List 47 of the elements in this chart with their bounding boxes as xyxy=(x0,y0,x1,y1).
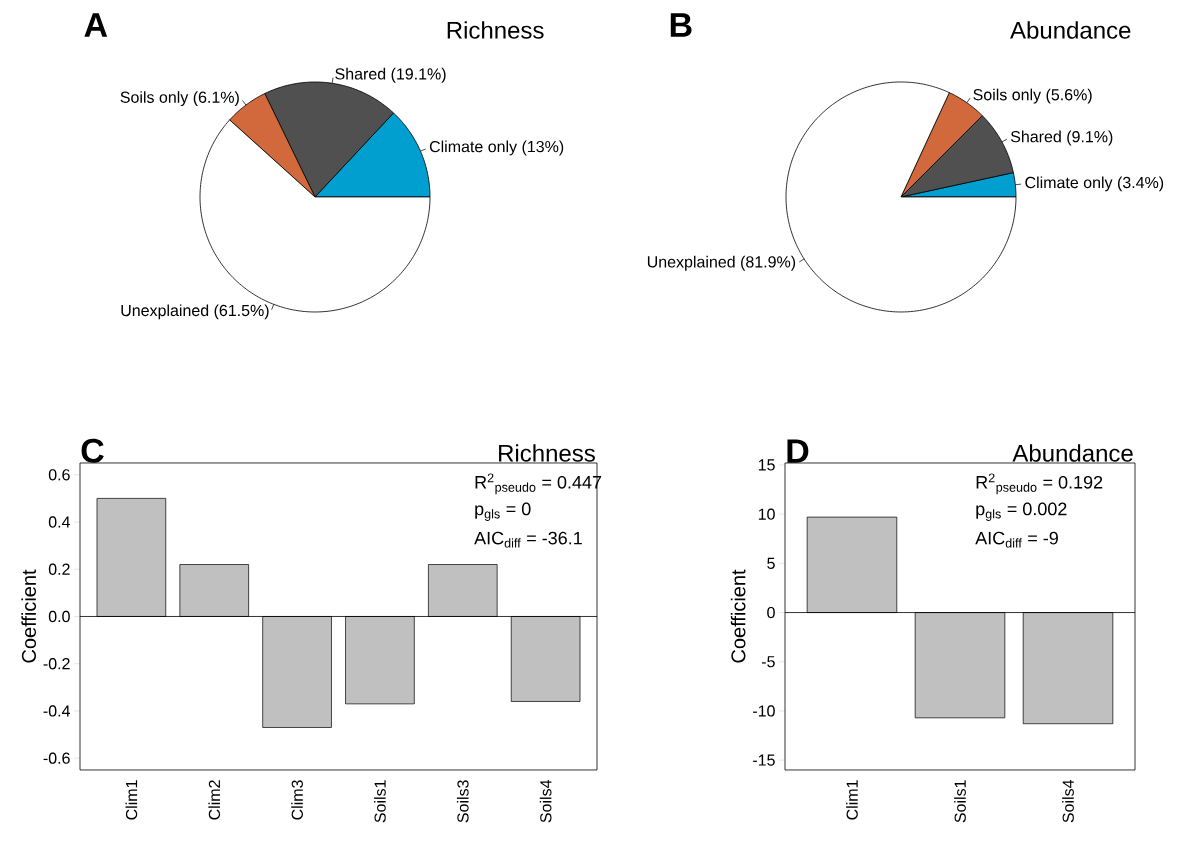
y-axis-title: Coefficient xyxy=(730,569,746,663)
slice-label: Unexplained (61.5%) xyxy=(121,304,269,320)
slice-label: Climate only (3.4%) xyxy=(1025,176,1164,192)
x-tick-label: Soils1 xyxy=(374,780,386,823)
y-tick-label: 15 xyxy=(758,459,775,471)
y-axis-title: Coefficient xyxy=(21,569,37,663)
y-tick-label: 5 xyxy=(767,557,775,569)
slice-label: Unexplained (81.9%) xyxy=(647,255,796,271)
text: C xyxy=(81,438,104,463)
x-tick-label: Soils4 xyxy=(1062,780,1074,823)
y-tick-label: -0.2 xyxy=(43,658,70,670)
chart-title: Abundance xyxy=(1012,444,1133,462)
chart-title: Richness xyxy=(447,21,544,39)
annotation: p$_{gls}$ = 0 xyxy=(475,502,531,521)
y-tick-label: -5 xyxy=(761,656,775,668)
x-tick-label: Clim2 xyxy=(208,780,221,820)
y-tick-label: 0 xyxy=(767,606,775,619)
x-tick-label: Soils4 xyxy=(539,780,552,823)
x-tick-label: Clim1 xyxy=(125,780,138,820)
y-tick-label: -15 xyxy=(753,754,775,766)
slice-label: Shared (9.1%) xyxy=(1010,130,1113,146)
y-tick-label: 0.2 xyxy=(48,563,70,575)
x-tick-label: Soils3 xyxy=(456,780,469,823)
slice-label: Climate only (13%) xyxy=(429,140,564,156)
annotation: p$_{gls}$ = 0.002 xyxy=(976,502,1067,521)
y-tick-label: -10 xyxy=(753,705,775,717)
annotation: R$^{2}$$_{pseudo}$ = 0.192 xyxy=(976,473,1103,495)
annotation: R$^{2}$$_{pseudo}$ = 0.447 xyxy=(475,473,602,495)
y-tick-label: 10 xyxy=(758,508,775,520)
slice-label: Shared (19.1%) xyxy=(335,67,446,83)
chart-title: Abundance xyxy=(1010,21,1131,39)
y-tick-label: 0.0 xyxy=(48,610,70,623)
text: B xyxy=(670,13,692,37)
annotation: AIC$_{diff}$ = -36.1 xyxy=(474,531,582,548)
chart-title: Richness xyxy=(499,444,595,462)
x-tick-label: Clim1 xyxy=(846,780,858,820)
annotation: AIC$_{diff}$ = -9 xyxy=(975,531,1058,548)
slice-label: Soils only (6.1%) xyxy=(120,91,239,107)
y-tick-label: 0.4 xyxy=(48,516,70,528)
y-tick-label: -0.6 xyxy=(43,752,70,764)
y-tick-label: -0.4 xyxy=(43,705,70,717)
text: D xyxy=(787,439,809,463)
x-tick-label: Clim3 xyxy=(291,780,303,820)
slice-label: Soils only (5.6%) xyxy=(973,88,1092,104)
x-tick-label: Soils1 xyxy=(954,780,966,823)
y-tick-label: 0.6 xyxy=(48,469,70,481)
text: A xyxy=(84,13,108,37)
